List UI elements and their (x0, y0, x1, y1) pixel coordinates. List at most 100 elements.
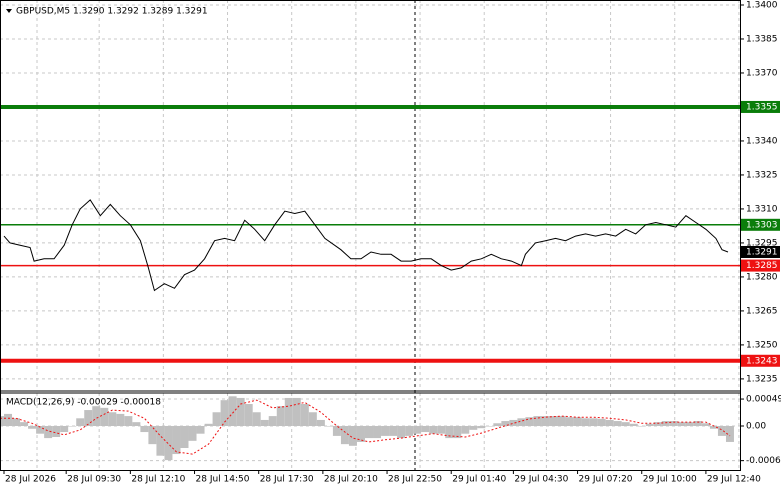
histogram-bar (308, 412, 317, 426)
x-tick-label: 28 Jul 09:30 (67, 475, 121, 485)
level-label-bg (740, 100, 780, 113)
histogram-bar (389, 426, 398, 436)
histogram-bar (533, 416, 542, 426)
y-tick-label: 1.3280 (746, 272, 778, 282)
histogram-bar (28, 426, 37, 429)
level-label: 1.3243 (746, 356, 778, 366)
chart-title: GBPUSD,M5 1.3290 1.3292 1.3289 1.3291 (16, 7, 208, 17)
x-tick-label: 28 Jul 22:50 (388, 475, 442, 485)
histogram-bar (509, 419, 518, 426)
histogram-bar (12, 418, 21, 426)
histogram-bar (188, 426, 197, 441)
histogram-bar (429, 426, 438, 434)
histogram-bar (405, 426, 414, 436)
histogram-bar (461, 426, 470, 434)
histogram-bar (485, 426, 494, 427)
y-tick-label: 1.3265 (746, 306, 778, 316)
x-tick-label: 28 Jul 12:10 (131, 475, 185, 485)
histogram-bar (300, 404, 309, 426)
y-tick-label: 1.3385 (746, 34, 778, 44)
y-tick-label: 1.3325 (746, 170, 778, 180)
level-label-bg (740, 354, 780, 367)
last-price-label: 1.3291 (746, 247, 778, 257)
histogram-bar (204, 423, 213, 426)
x-tick-label: 28 Jul 17:30 (260, 475, 314, 485)
histogram-bar (60, 426, 69, 433)
menu-icon (6, 9, 12, 13)
histogram-bar (525, 417, 534, 426)
histogram-bar (36, 426, 45, 434)
histogram-bar (597, 418, 606, 426)
y-tick-label: 1.3250 (746, 340, 778, 350)
histogram-bar (621, 422, 630, 426)
histogram-bar (228, 396, 237, 426)
histogram-bar (453, 426, 462, 439)
histogram-bar (493, 423, 502, 426)
histogram-bar (276, 406, 285, 426)
histogram-bar (108, 412, 117, 426)
histogram-bar (148, 426, 157, 445)
histogram-bar (332, 426, 341, 436)
histogram-bar (124, 416, 133, 426)
price-line (3, 199, 729, 292)
y-tick-label: 1.3400 (746, 0, 778, 10)
histogram-bar (140, 426, 149, 433)
histogram-bar (613, 421, 622, 426)
histogram-bar (717, 426, 726, 436)
level-label: 1.3285 (746, 261, 778, 271)
histogram-bar (0, 416, 4, 426)
level-label-bg (740, 218, 780, 231)
histogram-bar (324, 426, 333, 427)
histogram-bar (629, 423, 638, 426)
histogram-bar (477, 426, 486, 429)
histogram-bar (605, 419, 614, 426)
histogram-bar (84, 410, 93, 426)
y-tick-label: 1.3295 (746, 238, 778, 248)
y-tick-label: 1.3340 (746, 136, 778, 146)
histogram-bar (653, 422, 662, 426)
histogram-bar (381, 426, 390, 436)
y-tick-label: 1.3310 (746, 204, 778, 214)
histogram-bar (172, 426, 181, 455)
x-tick-label: 28 Jul 14:50 (196, 475, 250, 485)
histogram-bar (413, 426, 422, 434)
histogram-bar (437, 426, 446, 434)
histogram-bar (685, 422, 694, 426)
histogram-bar (549, 416, 558, 426)
histogram-bar (701, 423, 710, 426)
histogram-bar (445, 426, 454, 439)
histogram-bar (100, 407, 109, 426)
histogram-bar (260, 419, 269, 426)
histogram-bar (212, 412, 221, 426)
y-tick-label: 1.3235 (746, 374, 778, 384)
histogram-bar (44, 426, 53, 439)
macd-title: MACD(12,26,9) -0.00029 -0.00018 (6, 398, 161, 408)
x-tick-label: 29 Jul 12:40 (707, 475, 761, 485)
histogram-bar (501, 421, 510, 426)
histogram-bar (132, 422, 141, 426)
x-tick-label: 29 Jul 04:30 (514, 475, 568, 485)
histogram-bar (52, 426, 61, 437)
histogram-bar (565, 417, 574, 426)
x-tick-label: 29 Jul 07:20 (579, 475, 633, 485)
histogram-bar (292, 397, 301, 426)
histogram-bar (92, 406, 101, 426)
histogram-bar (725, 426, 734, 442)
y-tick-label: -0.00063 (746, 456, 781, 466)
histogram-bar (373, 426, 382, 439)
histogram-bar (340, 426, 349, 445)
histogram-bar (76, 418, 85, 426)
histogram-bar (637, 426, 646, 427)
x-tick-label: 28 Jul 20:10 (324, 475, 378, 485)
x-tick-label: 29 Jul 01:40 (452, 475, 506, 485)
x-tick-label: 28 Jul 2026 (5, 475, 56, 485)
histogram-bar (693, 421, 702, 426)
signal-line (0, 399, 731, 455)
x-tick-label: 29 Jul 10:00 (643, 475, 697, 485)
histogram-bar (645, 423, 654, 426)
histogram-bar (116, 413, 125, 426)
histogram-bar (573, 417, 582, 426)
histogram-bar (196, 426, 205, 434)
histogram-bar (220, 400, 229, 426)
